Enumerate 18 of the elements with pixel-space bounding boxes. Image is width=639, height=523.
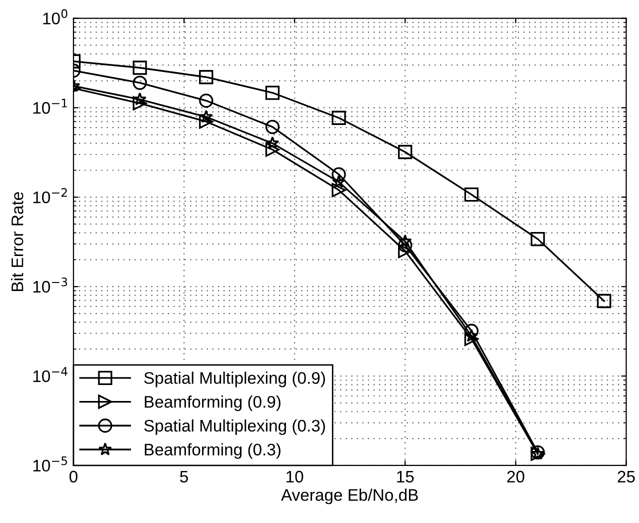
x-tick-label: 15: [397, 470, 414, 483]
y-tick-label: 10$^{−2}$: [33, 188, 67, 204]
x-tick-label: 25: [618, 470, 635, 483]
x-tick-label: 20: [507, 470, 524, 483]
x-tick-label: 10: [286, 470, 304, 483]
y-tick-label: 10$^{−5}$: [33, 456, 67, 472]
legend-label: Beamforming (0.3): [144, 443, 280, 459]
legend-label: Spatial Multiplexing (0.3): [144, 419, 325, 435]
y-tick-label: 10$^{−4}$: [33, 367, 68, 382]
x-axis-title: Average Eb/No,dB: [281, 488, 418, 504]
x-tick-label: 5: [180, 470, 188, 483]
y-tick-label: 10$^{−3}$: [33, 277, 68, 293]
legend-label: Beamforming (0.9): [144, 396, 280, 412]
legend-label: Spatial Multiplexing (0.9): [144, 372, 325, 388]
y-axis-title: Bit Error Rate: [11, 192, 24, 291]
x-tick-label: 0: [70, 470, 78, 483]
y-tick-label: 10$^{0}$: [43, 9, 68, 24]
y-tick-label: 10$^{−1}$: [33, 98, 67, 114]
